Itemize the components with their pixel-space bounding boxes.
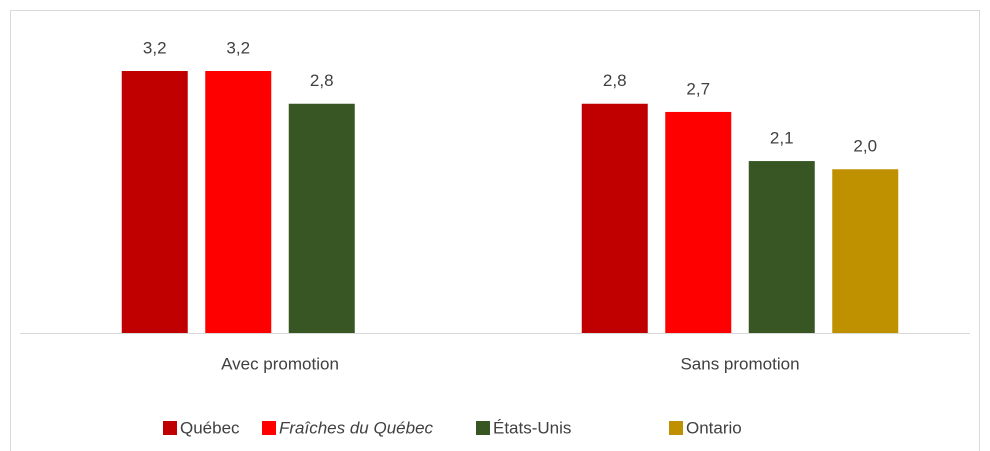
data-label: 2,8	[603, 71, 627, 90]
x-tick-label: Sans promotion	[680, 354, 799, 373]
legend-swatch	[669, 421, 683, 435]
bar	[205, 71, 272, 333]
bar	[665, 111, 732, 333]
bar	[581, 103, 648, 333]
data-label: 2,8	[310, 71, 334, 90]
legend-label: Fraîches du Québec	[279, 418, 434, 437]
bar	[832, 169, 899, 333]
legend-label: Québec	[180, 418, 240, 437]
data-label: 2,7	[686, 79, 710, 98]
legend-swatch	[262, 421, 276, 435]
legend-swatch	[476, 421, 490, 435]
bar	[288, 103, 355, 333]
legend-label: États-Unis	[493, 418, 571, 437]
x-tick-label: Avec promotion	[221, 354, 339, 373]
bar	[748, 161, 815, 333]
data-label: 2,0	[853, 137, 877, 156]
data-label: 2,1	[770, 129, 794, 148]
legend-label: Ontario	[686, 418, 742, 437]
data-label: 3,2	[226, 38, 250, 57]
chart-border	[10, 10, 980, 451]
legend-swatch	[163, 421, 177, 435]
bar	[121, 71, 188, 333]
data-label: 3,2	[143, 38, 167, 57]
